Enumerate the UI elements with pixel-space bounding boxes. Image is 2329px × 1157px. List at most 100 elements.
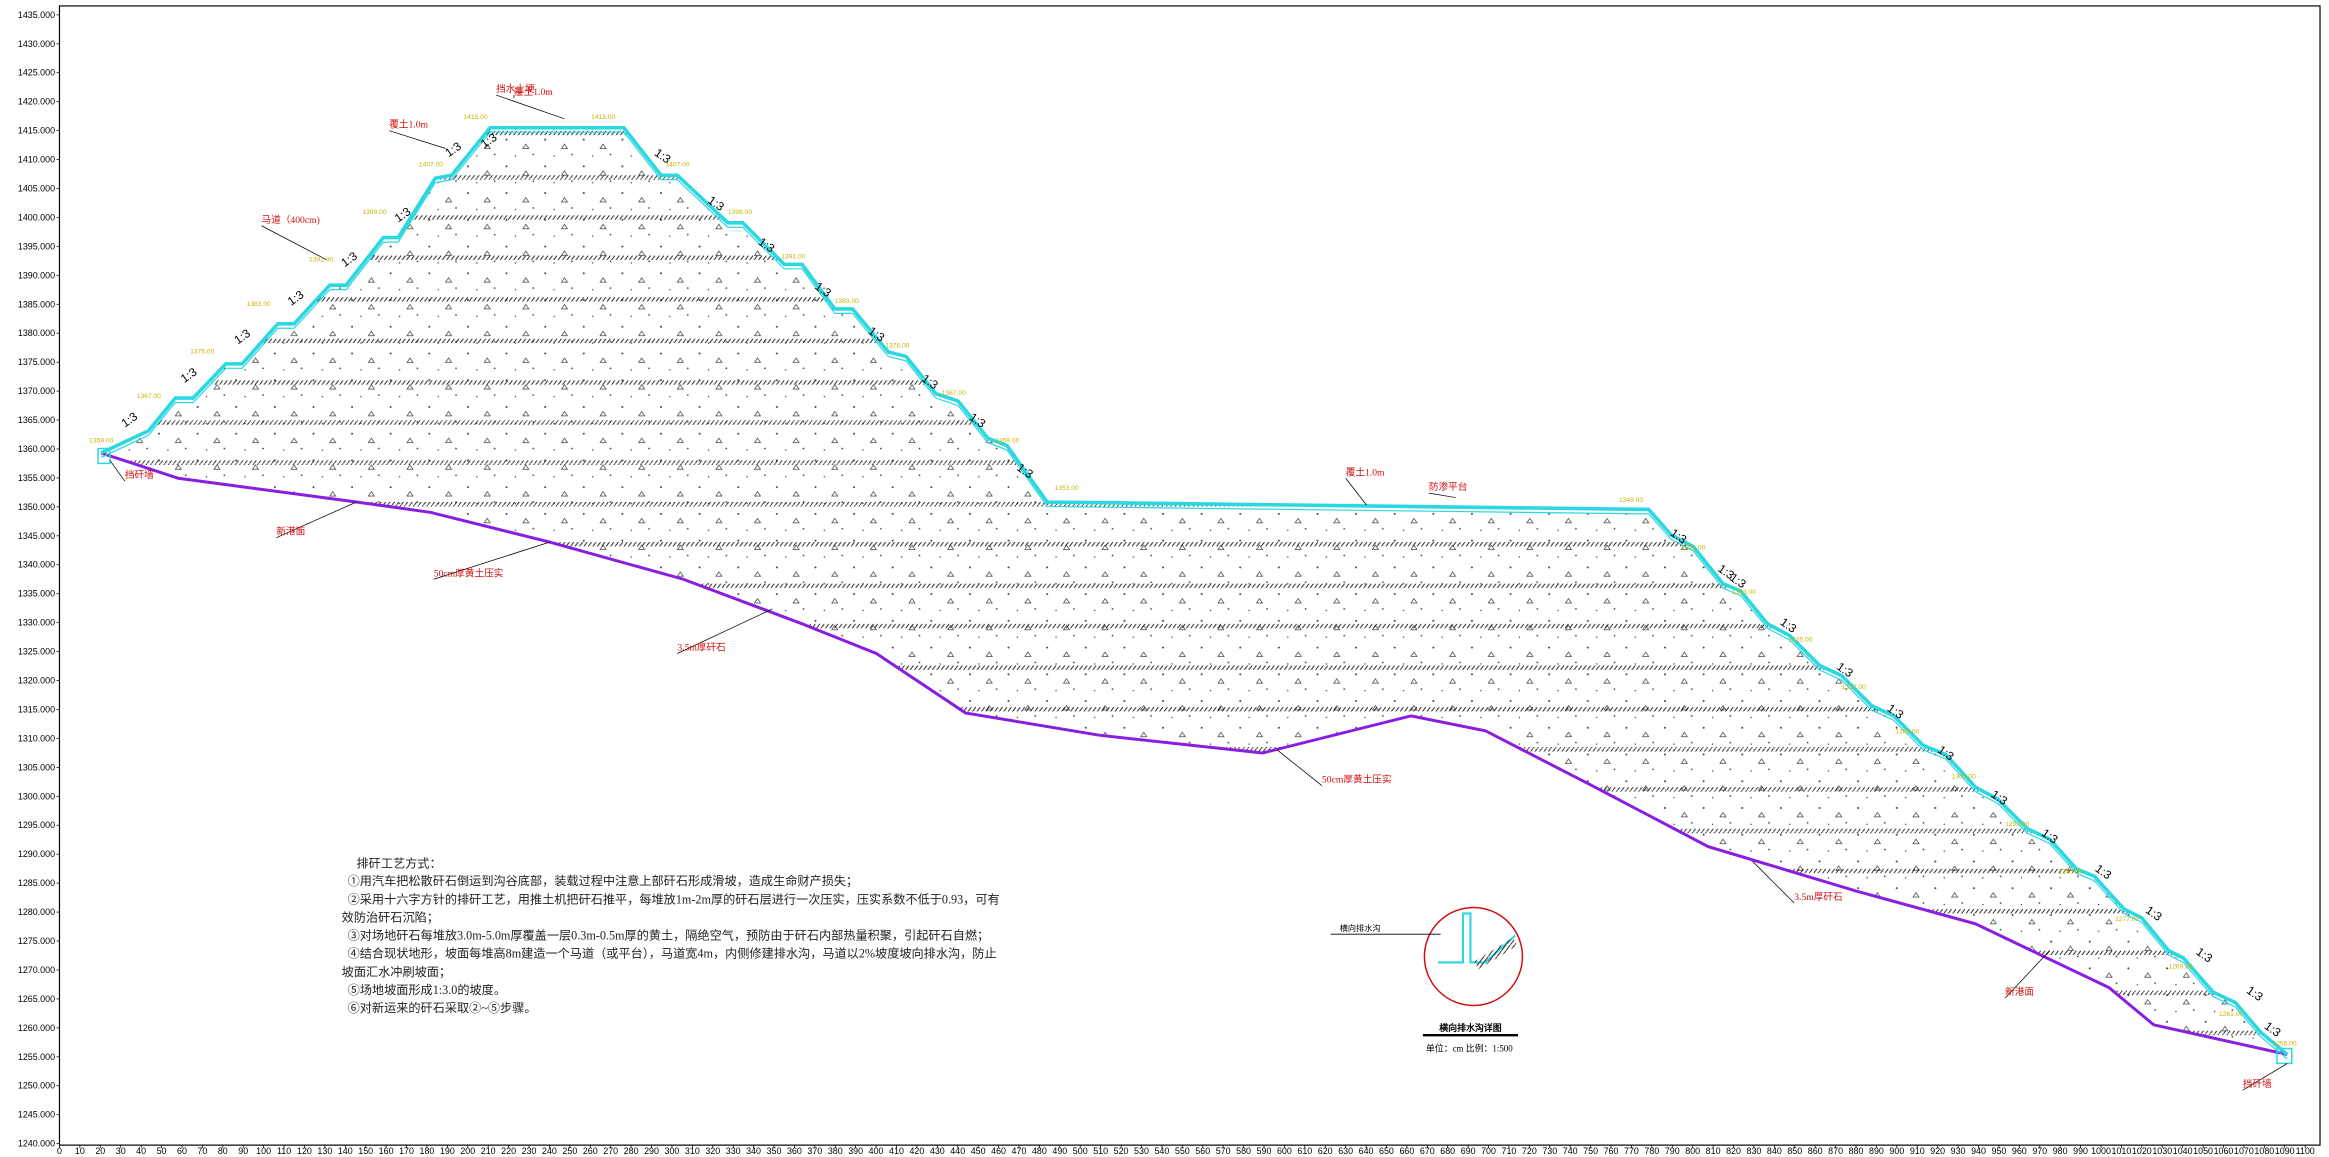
leader [496,94,565,120]
elevation-label: 1301.00 [1952,773,1976,780]
y-axis-label: 1315.000 [18,704,55,714]
x-axis-label: 220 [501,1146,516,1156]
compacted-layer [101,255,2288,260]
y-axis-label: 1355.000 [18,473,55,483]
slope-label: 1:3 [442,139,464,160]
cover-soil-inner [100,131,2288,1060]
x-axis-label: 20 [95,1146,105,1156]
compacted-layer [101,747,2288,752]
annotation: 覆土1.0m [514,86,553,98]
y-axis-label: 1340.000 [18,560,55,570]
y-axis-label: 1285.000 [18,878,55,888]
leader [276,501,357,538]
x-axis-label: 630 [1338,1146,1353,1156]
x-axis-label: 560 [1195,1146,1210,1156]
elevation-label: 1325.00 [1788,637,1812,644]
slope-label: 1:3 [338,249,360,270]
y-axis-label: 1295.000 [18,820,55,830]
x-axis-label: 760 [1604,1146,1619,1156]
x-axis-label: 980 [2053,1146,2068,1156]
leader [2242,1063,2288,1091]
x-axis-label: 270 [603,1146,618,1156]
leader [2004,950,2050,999]
elevation-label: 1415.00 [591,114,615,121]
x-axis-label: 1060 [2214,1146,2234,1156]
elevation-label: 1277.00 [2115,916,2139,923]
x-axis-label: 290 [644,1146,659,1156]
x-axis-label: 420 [909,1146,924,1156]
x-axis-label: 250 [562,1146,577,1156]
y-axis-label: 1275.000 [18,936,55,946]
y-axis-label: 1280.000 [18,907,55,917]
y-axis-label: 1435.000 [18,10,55,20]
slope-label: 1:3 [967,410,989,431]
elevation-label: 1285.00 [2059,868,2083,875]
compacted-layer [101,130,2288,136]
x-axis-label: 640 [1359,1146,1374,1156]
x-axis-label: 340 [746,1146,761,1156]
x-axis-label: 620 [1318,1146,1333,1156]
x-axis-label: 520 [1114,1146,1129,1156]
leader [677,608,773,654]
x-axis-label: 970 [2032,1146,2047,1156]
elevation-label: 1261.00 [2219,1011,2243,1018]
y-axis-label: 1365.000 [18,415,55,425]
elevation-label: 1353.00 [1055,485,1079,492]
x-axis-label: 450 [971,1146,986,1156]
x-axis-label: 150 [358,1146,373,1156]
x-axis-label: 130 [317,1146,332,1156]
y-axis-label: 1325.000 [18,647,55,657]
x-axis-label: 40 [136,1146,146,1156]
x-axis-label: 830 [1747,1146,1762,1156]
x-axis-label: 310 [685,1146,700,1156]
x-axis-label: 660 [1399,1146,1414,1156]
elevation-label: 1375.00 [885,343,909,350]
x-axis-label: 370 [807,1146,822,1156]
x-axis-label: 260 [583,1146,598,1156]
detail-scale: 单位：cm 比例：1:500 [1426,1043,1513,1054]
y-axis-label: 1345.000 [18,531,55,541]
slope-label: 1:3 [1668,526,1690,547]
pile-fill [101,127,2288,1055]
annotation: 新港面 [276,526,305,538]
x-axis-label: 670 [1420,1146,1435,1156]
elevation-label: 1255.00 [2272,1041,2296,1048]
x-axis-label: 360 [787,1146,802,1156]
x-axis-label: 1000 [2091,1146,2111,1156]
x-axis-label: 230 [522,1146,537,1156]
slope-label: 1:3 [2244,983,2266,1004]
x-axis-label: 320 [705,1146,720,1156]
slope-label: 1:3 [1935,743,1957,764]
x-axis-label: 50 [157,1146,167,1156]
x-axis-label: 870 [1828,1146,1843,1156]
x-axis-label: 90 [238,1146,248,1156]
x-axis-label: 390 [848,1146,863,1156]
detail-label: 横向排水沟 [1340,923,1381,933]
elevation-label: 1391.00 [309,256,333,263]
x-axis-label: 920 [1930,1146,1945,1156]
x-axis-label: 850 [1787,1146,1802,1156]
slope-label: 1:3 [866,324,888,345]
note-line: ④结合现状地形，坡面每堆高8m建造一个马道（或平台），马道宽4m，内侧修建排水沟… [348,946,997,961]
y-axis-label: 1390.000 [18,270,55,280]
x-axis-label: 810 [1706,1146,1721,1156]
x-axis-label: 470 [1012,1146,1027,1156]
slope-label: 1:3 [756,235,778,256]
y-axis-label: 1250.000 [18,1081,55,1091]
x-axis-label: 960 [2012,1146,2027,1156]
x-axis-label: 770 [1624,1146,1639,1156]
leader [1752,861,1795,904]
compacted-layer [101,583,2288,589]
y-axis-label: 1300.000 [18,791,55,801]
elevation-label: 1399.00 [728,209,752,216]
y-axis-label: 1245.000 [18,1110,55,1120]
x-axis-label: 880 [1849,1146,1864,1156]
compacted-layer [101,542,2288,547]
slope-label: 1:3 [2093,861,2115,882]
y-axis-label: 1420.000 [18,97,55,107]
leader [261,225,327,261]
x-axis-label: 1040 [2173,1146,2193,1156]
x-axis-label: 330 [726,1146,741,1156]
